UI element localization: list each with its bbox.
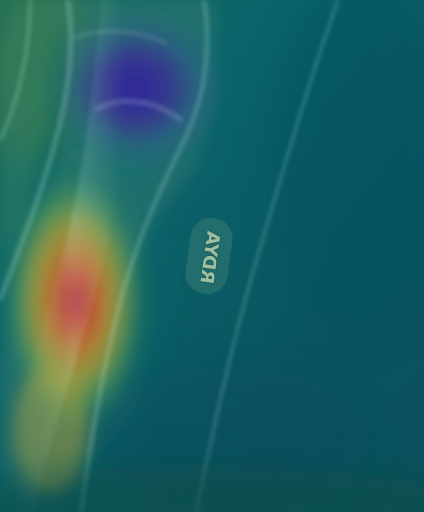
marker-plate <box>185 218 233 294</box>
outer-skin-edge <box>0 0 32 141</box>
right-bone-edge <box>79 0 210 512</box>
wrist-joint-highlight <box>93 98 184 123</box>
bottom-shadow <box>0 465 424 512</box>
hand-bone-highlight <box>73 29 168 46</box>
left-bone-edge <box>0 0 74 301</box>
diagonal-tube-line <box>195 0 339 512</box>
bone-shaft-highlight <box>0 0 144 512</box>
right-cool-field <box>270 0 424 340</box>
